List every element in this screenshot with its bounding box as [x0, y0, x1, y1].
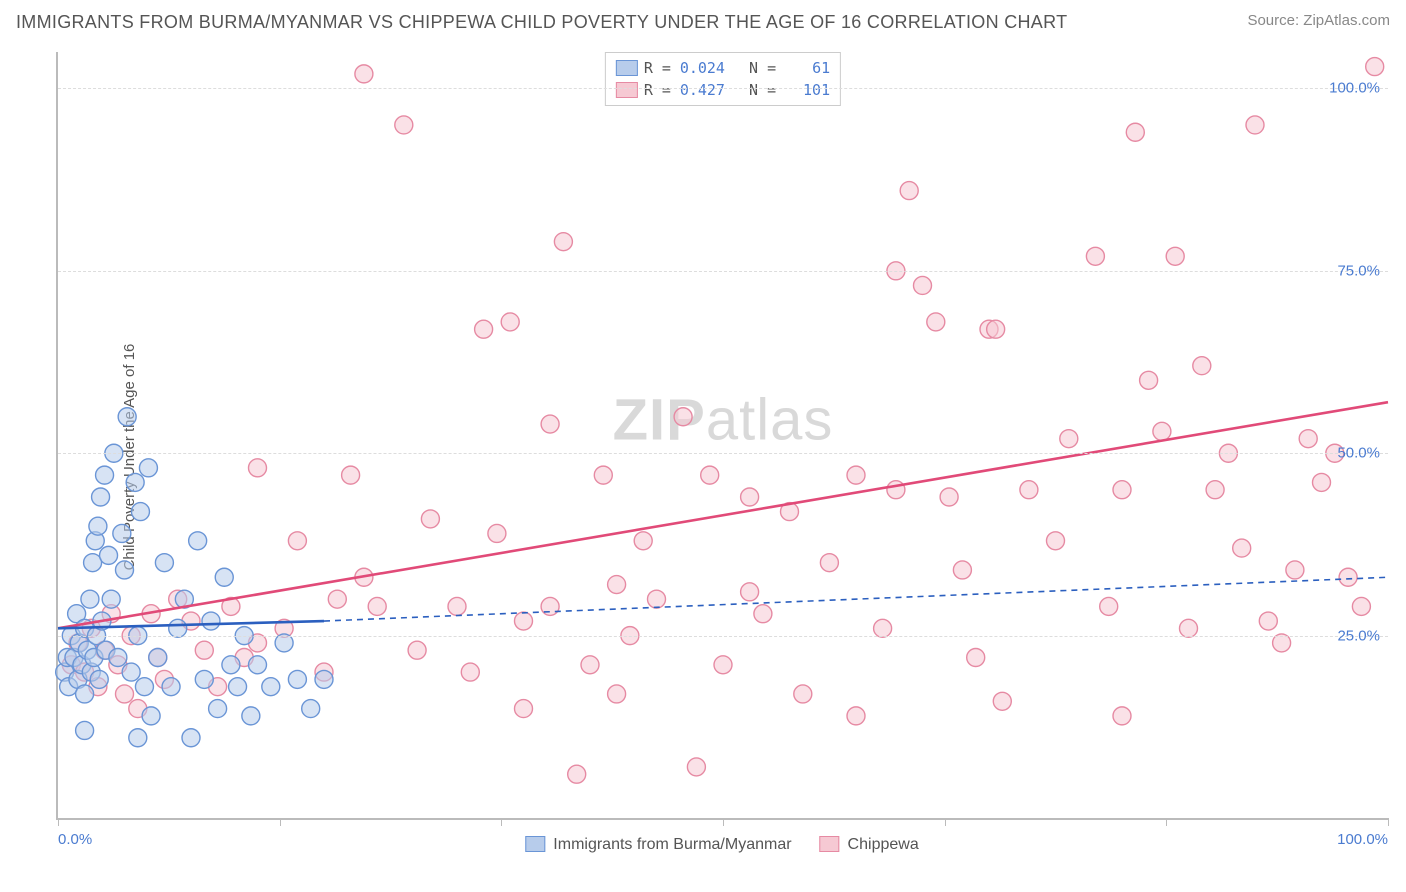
stats-legend: R =0.024 N =61 R =0.427 N =101 — [605, 52, 841, 106]
x-tick-label: 100.0% — [1337, 831, 1388, 848]
swatch-a-icon — [525, 836, 545, 852]
gridline — [58, 88, 1388, 89]
stats-row-a: R =0.024 N =61 — [616, 57, 830, 79]
stats-row-b: R =0.427 N =101 — [616, 79, 830, 101]
y-tick-label: 100.0% — [1329, 80, 1380, 97]
x-tick — [1166, 818, 1167, 826]
source-label: Source: ZipAtlas.com — [1247, 12, 1390, 29]
chart-title: IMMIGRANTS FROM BURMA/MYANMAR VS CHIPPEW… — [16, 12, 1067, 33]
x-tick — [1388, 818, 1389, 826]
y-tick-label: 25.0% — [1337, 627, 1380, 644]
y-tick-label: 75.0% — [1337, 262, 1380, 279]
x-legend-item-b: Chippewa — [820, 836, 919, 854]
x-tick — [280, 818, 281, 826]
gridline — [58, 271, 1388, 272]
gridline — [58, 636, 1388, 637]
x-tick-label: 0.0% — [58, 831, 92, 848]
x-legend: Immigrants from Burma/Myanmar Chippewa — [525, 836, 918, 854]
swatch-b — [616, 82, 638, 98]
y-tick-label: 50.0% — [1337, 445, 1380, 462]
plot-area: ZIPatlas R =0.024 N =61 R =0.427 N =101 … — [56, 52, 1388, 820]
gridline — [58, 453, 1388, 454]
swatch-a — [616, 60, 638, 76]
x-tick — [58, 818, 59, 826]
swatch-b-icon — [820, 836, 840, 852]
x-legend-item-a: Immigrants from Burma/Myanmar — [525, 836, 791, 854]
x-tick — [723, 818, 724, 826]
x-tick — [501, 818, 502, 826]
x-tick — [945, 818, 946, 826]
chart-container: Child Poverty Under the Age of 16 ZIPatl… — [42, 52, 1402, 862]
chart-svg — [58, 52, 1388, 818]
